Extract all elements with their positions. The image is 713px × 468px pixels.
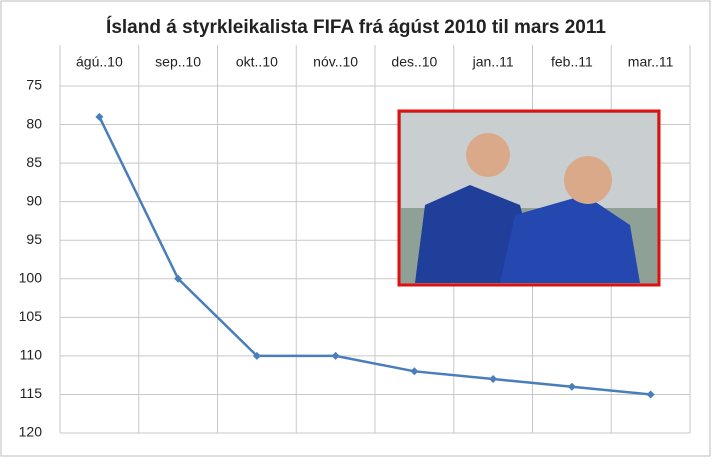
photo-background	[401, 113, 657, 208]
marker	[646, 390, 655, 399]
marker	[174, 274, 183, 283]
marker	[410, 367, 419, 376]
y-tick-label: 80	[26, 115, 42, 131]
y-tick-label: 100	[19, 269, 43, 285]
x-tick-label: mar..11	[628, 54, 674, 70]
x-tick-label: ágú..10	[76, 54, 123, 70]
photo-head	[466, 133, 510, 177]
chart-title: Ísland á styrkleikalista FIFA frá ágúst …	[106, 16, 606, 38]
y-tick-label: 85	[26, 154, 42, 170]
x-tick-label: des..10	[391, 54, 437, 70]
y-tick-label: 115	[20, 385, 43, 401]
marker	[331, 351, 340, 360]
photo-figure	[500, 195, 640, 283]
y-tick-label: 75	[26, 77, 42, 93]
y-tick-label: 95	[26, 231, 42, 247]
plot-area: 75 80 85 90 95 100 105 110 115 120 ágú..10 sep..10 o…	[19, 45, 691, 440]
marker	[489, 375, 498, 384]
y-tick-label: 90	[26, 192, 42, 208]
x-tick-label: nóv..10	[313, 54, 358, 70]
x-tick-label: sep..10	[155, 54, 201, 70]
photo-head	[564, 156, 612, 204]
photo	[397, 109, 661, 287]
marker	[95, 112, 104, 121]
y-tick-label: 120	[19, 424, 43, 440]
marker	[567, 382, 576, 391]
y-tick-label: 110	[20, 347, 43, 363]
y-tick-label: 105	[19, 308, 43, 324]
x-tick-label: feb..11	[551, 54, 593, 70]
x-tick-label: okt..10	[236, 54, 278, 70]
marker	[252, 351, 261, 360]
series-line	[98, 116, 651, 396]
x-tick-label: jan..11	[472, 54, 514, 70]
